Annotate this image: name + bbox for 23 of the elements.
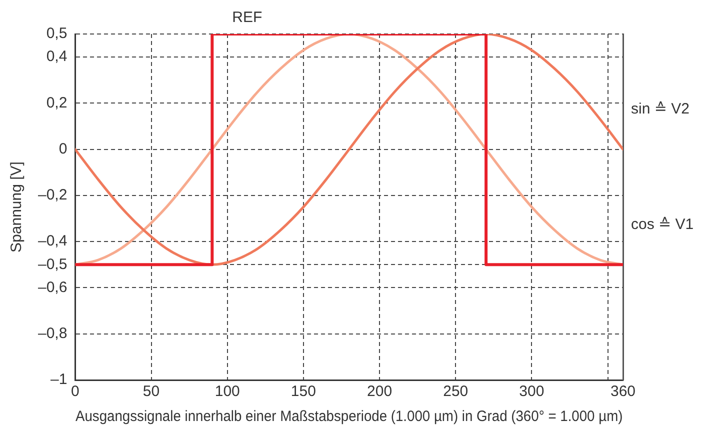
y-tick-label: 0,4 <box>46 48 68 66</box>
series-label: REF <box>232 9 262 26</box>
y-tick-label: –0,4 <box>38 232 68 250</box>
y-tick-label: 0,5 <box>46 25 68 42</box>
y-tick-label: –0,2 <box>38 186 68 204</box>
y-tick-label: –1 <box>50 371 68 388</box>
y-axis-title: Spannung [V] <box>8 162 26 252</box>
x-axis-title: Ausgangssignale innerhalb einer Maßstabsperiode (1.000 µm) in Grad (360° = 1.000 µm) <box>75 408 623 426</box>
y-tick-label: 0,2 <box>46 94 68 112</box>
x-tick-label: 250 <box>443 383 468 400</box>
x-tick-label: 150 <box>290 383 316 400</box>
x-tick-label: 0 <box>71 383 80 400</box>
x-tick-label: 50 <box>142 383 160 400</box>
x-tick-label: 360 <box>610 383 636 400</box>
text: cos ≙ V1 <box>631 216 694 233</box>
y-tick-label: –0,5 <box>38 256 68 273</box>
x-tick-label: 100 <box>214 383 240 400</box>
y-tick-label: –0,8 <box>38 325 68 342</box>
series-label: sin ≙ V2 <box>631 100 690 118</box>
y-tick-label: 0 <box>58 140 68 158</box>
x-tick-label: 200 <box>367 383 392 400</box>
x-tick-label: 300 <box>519 383 544 400</box>
y-tick-label: –0,6 <box>38 278 68 296</box>
